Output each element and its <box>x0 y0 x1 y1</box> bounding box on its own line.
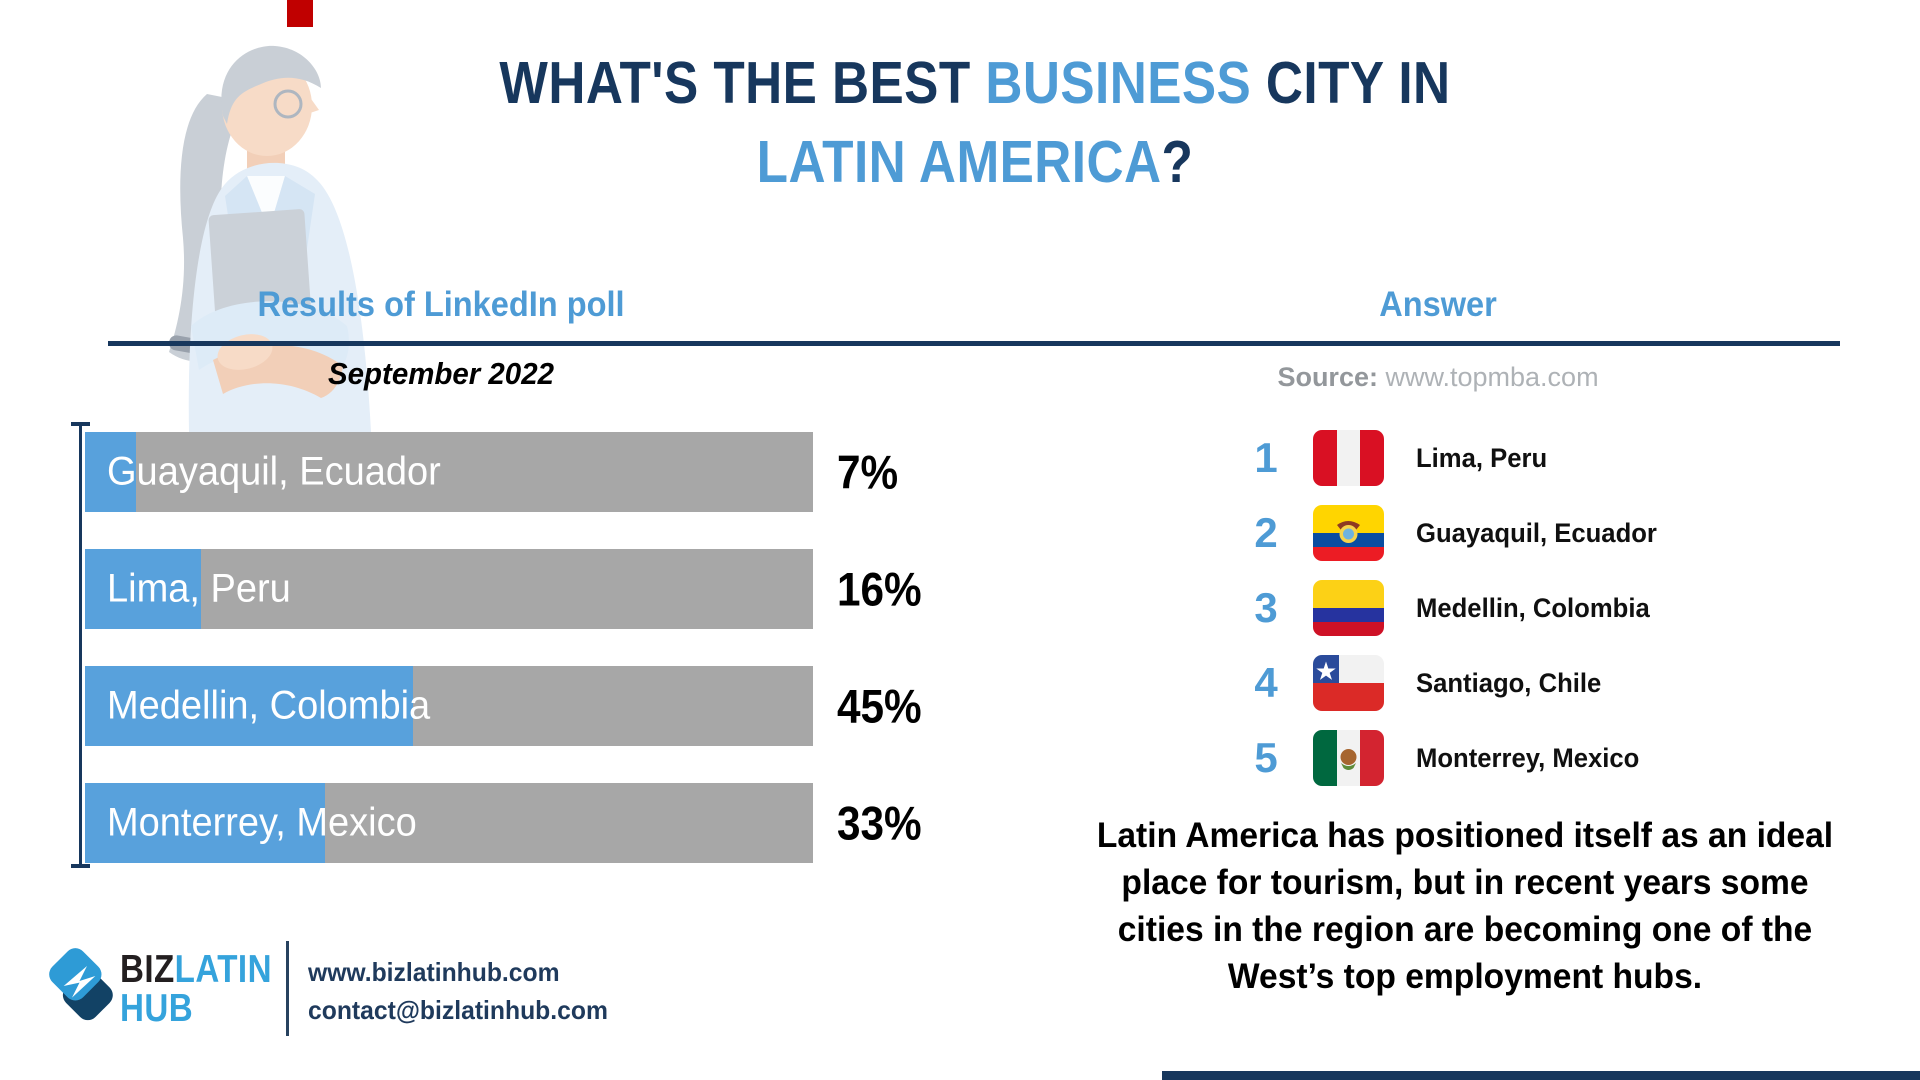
bar-fill-segment <box>85 783 326 863</box>
bizlatinhub-logo-icon <box>49 948 113 1021</box>
woman-illustration <box>169 45 371 432</box>
title-highlight: LATIN AMERICA <box>756 129 1162 195</box>
poll-bars: Guayaquil, Ecuador 7% Lima, Peru 16% Medelli… <box>85 432 922 900</box>
rank-city-label: Medellin, Colombia <box>1416 592 1650 623</box>
logo-biz: BIZ <box>120 948 175 991</box>
flag-mexico-icon <box>1313 730 1384 786</box>
poll-bar-row: Medellin, Colombia 45% <box>85 666 922 746</box>
email-text: contact@bizlatinhub.com <box>308 995 608 1025</box>
poll-bar-row: Monterrey, Mexico 33% <box>85 783 922 863</box>
bar-fill-segment <box>85 666 413 746</box>
website-text: www.bizlatinhub.com <box>308 957 560 987</box>
rank-number: 1 <box>1254 434 1278 481</box>
logo-wordmark: BIZLATIN HUB <box>120 950 272 1028</box>
title-text: CITY IN <box>1251 50 1451 116</box>
bar-city-label: Medellin, Colombia <box>107 683 431 728</box>
rank-city-label: Lima, Peru <box>1416 442 1548 473</box>
bar-city-label: Monterrey, Mexico <box>107 800 417 845</box>
rank-number: 5 <box>1254 734 1278 781</box>
axis-bottom-cap <box>71 864 90 868</box>
flag-chile-icon <box>1313 655 1384 711</box>
bar-city-label: Guayaquil, Ecuador <box>107 449 441 494</box>
title-highlight: BUSINESS <box>985 50 1252 116</box>
bottom-accent-bar <box>1162 1071 1920 1080</box>
bar-city-label: Lima, Peru <box>107 566 291 611</box>
bar-fill-segment <box>85 549 202 629</box>
rank-number: 2 <box>1254 509 1278 556</box>
logo-latin: LATIN <box>174 948 272 991</box>
chart-axis <box>71 422 90 868</box>
axis-top-cap <box>71 422 90 426</box>
logo-hub: HUB <box>120 987 194 1030</box>
rank-city-label: Santiago, Chile <box>1416 667 1602 698</box>
header-divider-line <box>108 341 1840 346</box>
answer-list: 1 Lima, Peru 2 Guayaquil, Ecuador 3 Medellin,… <box>1243 430 1670 805</box>
flag-peru-icon <box>1313 430 1384 486</box>
source-line: Source: www.topmba.com <box>1138 362 1738 393</box>
source-url: www.topmba.com <box>1385 362 1599 392</box>
rank-city-label: Guayaquil, Ecuador <box>1416 517 1657 548</box>
bar-percent-value: 16% <box>837 562 922 616</box>
answer-row: 4 Santiago, Chile <box>1243 655 1670 711</box>
footer-divider-line <box>286 941 289 1036</box>
logo-line-2: HUB <box>120 989 272 1028</box>
rank-number: 4 <box>1254 659 1278 706</box>
answer-row: 3 Medellin, Colombia <box>1243 580 1670 636</box>
poll-date-subtitle: September 2022 <box>328 356 554 391</box>
flag-ecuador-icon <box>1313 505 1384 561</box>
answer-row: 1 Lima, Peru <box>1243 430 1670 486</box>
title-text: WHAT'S THE BEST <box>499 50 986 116</box>
bar-percent-value: 7% <box>837 445 899 499</box>
bar-percent-value: 45% <box>837 679 922 733</box>
bar-percent-value: 33% <box>837 796 922 850</box>
summary-note: Latin America has positioned itself as a… <box>1096 816 1834 996</box>
left-panel-heading: Results of LinkedIn poll <box>257 285 625 324</box>
contact-block: www.bizlatinhub.com contact@bizlatinhub.… <box>308 953 608 1029</box>
answer-row: 2 Guayaquil, Ecuador <box>1243 505 1670 561</box>
title-question-mark: ? <box>1161 129 1194 195</box>
bar-fill-segment <box>85 432 136 512</box>
flag-colombia-icon <box>1313 580 1384 636</box>
logo-line-1: BIZLATIN <box>120 950 272 989</box>
red-accent-square <box>287 0 313 27</box>
poll-bar-row: Lima, Peru 16% <box>85 549 922 629</box>
answer-row: 5 Monterrey, Mexico <box>1243 730 1670 786</box>
title-line-2: LATIN AMERICA? <box>453 123 1497 202</box>
rank-city-label: Monterrey, Mexico <box>1416 742 1640 773</box>
source-label: Source: <box>1277 362 1378 392</box>
poll-bar-row: Guayaquil, Ecuador 7% <box>85 432 898 512</box>
page-title: WHAT'S THE BEST BUSINESS CITY IN LATIN A… <box>453 44 1497 202</box>
rank-number: 3 <box>1254 584 1278 631</box>
right-panel-heading: Answer <box>1379 285 1497 324</box>
title-line-1: WHAT'S THE BEST BUSINESS CITY IN <box>453 44 1497 123</box>
